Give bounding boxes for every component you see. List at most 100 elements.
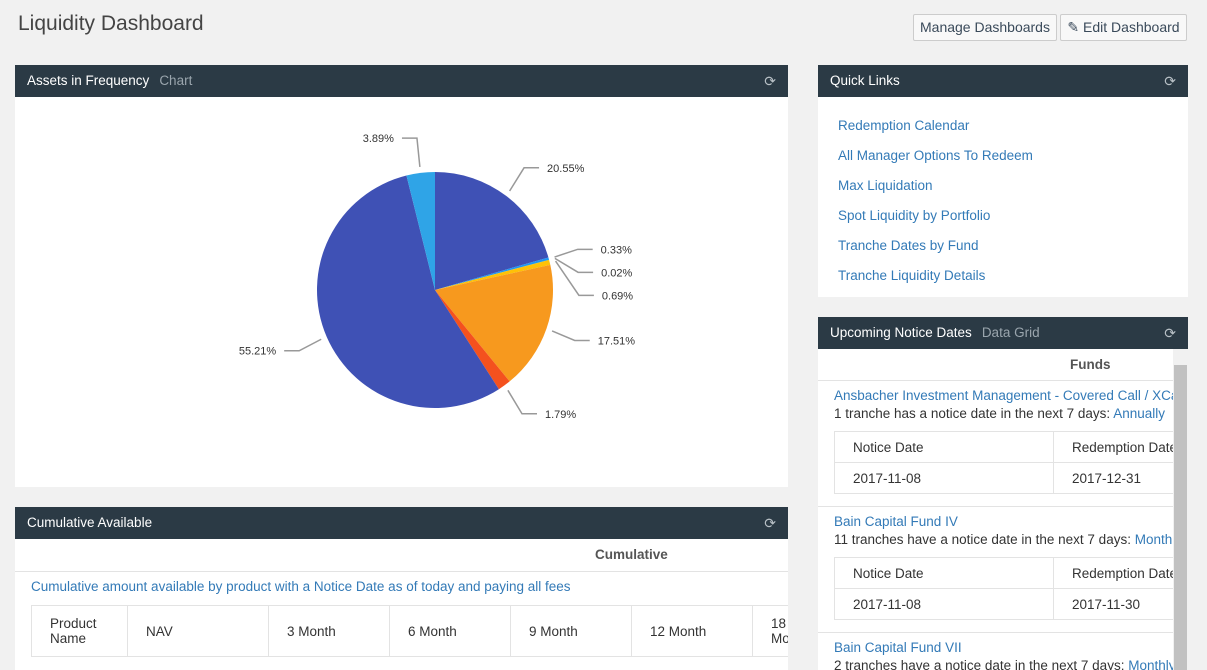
column-header: 6 Month [389,605,511,657]
label: Edit Dashboard [1083,19,1180,35]
pie-chart: 20.55% 0.33% 0.02% 0.69% 17.51% 1.79% 55.21% 3.… [239,133,636,421]
refresh[interactable]: ⟳ [1164,73,1176,89]
column-group: Cumulative [15,539,788,572]
pie-slice [435,259,550,290]
table-header: Redemption Date [1052,557,1173,589]
link-list: Redemption Calendar All Manager Options T… [818,97,1188,286]
quick-links-panel: Quick Links ⟳ Redemption Calendar All Mana… [818,65,1188,297]
notice-panel: Upcoming Notice Dates Data Grid ⟳ Funds An… [818,317,1188,670]
tranche-table: Notice Date Redemption Date 2017-11-08 2017… [834,431,1173,494]
data-label: 0.02% [601,267,632,279]
leader-line [401,137,421,168]
assets-panel: Assets in Frequency Chart ⟳ 20.55% 0.33% 0.0… [15,65,788,487]
quick-link[interactable]: Max Liquidation [838,178,933,193]
column-header: Funds [818,349,1173,381]
refresh[interactable]: ⟳ [764,73,776,89]
quick-link[interactable]: Tranche Dates by Fund [838,238,979,253]
data-label: 0.33% [601,244,632,256]
column-header: NAV [127,605,269,657]
fund-name: Ansbacher Investment Management - Covere… [818,381,1173,403]
data-label: 0.69% [602,290,633,302]
data-label: 20.55% [547,163,585,175]
column-header: Product Name [31,605,128,657]
data-row: 2017-11-08 2017-11-30 [834,588,1173,620]
quick-link[interactable]: All Manager Options To Redeem [838,148,1033,163]
notice-date: 2017-11-08 [834,588,1054,620]
data-row: 2017-11-08 2017-12-31 [834,462,1173,494]
panel-title: Cumulative Available [27,515,153,530]
header-row: Notice Date Redemption Date [834,557,1173,589]
pie-slice [435,264,553,382]
fund-link[interactable]: Bain Capital Fund IV [834,514,958,529]
data-label: 1.79% [545,409,576,421]
leader-line [554,260,594,297]
pie-slice [316,175,499,408]
fund-name: Bain Capital Fund IV [818,507,1173,529]
cumulative-panel: Cumulative Available ⟳ Cumulative Cumulat… [15,507,788,670]
column-header: 12 Month [631,605,753,657]
tranche-table: Notice Date Redemption Date 2017-11-08 2017… [834,557,1173,620]
data-label: 17.51% [598,335,636,347]
scrollbar[interactable] [1173,349,1188,670]
fund-entry: Ansbacher Investment Management - Covere… [818,381,1173,507]
frequency-link[interactable]: Monthly [1128,658,1173,670]
link[interactable]: Cumulative amount available by product w… [31,579,571,594]
quick-link[interactable]: Tranche Liquidity Details [838,268,986,283]
quick-link[interactable]: Redemption Calendar [838,118,970,133]
fund-link[interactable]: Ansbacher Investment Management - Covere… [834,388,1173,403]
panel-title: Assets in Frequency [27,73,150,88]
fund-summary: 11 tranches have a notice date in the ne… [818,529,1173,547]
pie-slice [406,172,435,290]
manage-button[interactable]: Manage Dashboards [913,14,1057,41]
summary-text: 1 tranche has a notice date in the next … [834,406,1111,421]
page-title: Liquidity Dashboard [18,12,204,35]
panel-header: Cumulative Available ⟳ [15,507,788,539]
pie-slice [435,172,549,290]
column-header: 3 Month [268,605,390,657]
fund-summary: 2 tranches have a notice date in the nex… [818,655,1173,670]
data-label: 3.89% [363,133,394,145]
fund-list: Ansbacher Investment Management - Covere… [818,381,1173,670]
redemption-date: 2017-11-30 [1052,588,1173,620]
table-header: Redemption Date [1052,431,1173,463]
fund-link[interactable]: Bain Capital Fund VII [834,640,962,655]
panel-subtitle: Chart [159,73,193,88]
cumulative-table: Product Name NAV 3 Month 6 Month 9 Month 12 M… [31,605,788,657]
pie-slice [435,257,550,290]
pie-slice [435,259,551,290]
notice-date: 2017-11-08 [834,462,1054,494]
frequency-link[interactable]: Annually [1113,406,1165,421]
table-header: Notice Date [834,557,1054,589]
summary-text: 2 tranches have a notice date in the nex… [834,658,1125,670]
panel-header: Upcoming Notice Dates Data Grid ⟳ [818,317,1188,349]
grid-body: Funds Ansbacher Investment Management - … [818,349,1173,670]
refresh[interactable]: ⟳ [1164,325,1176,341]
leader-line [554,257,594,274]
leader-line [554,248,593,258]
fund-summary: 1 tranche has a notice date in the next … [818,403,1173,421]
panel-header: Quick Links ⟳ [818,65,1188,97]
header-row: Product Name NAV 3 Month 6 Month 9 Month 12 M… [31,605,788,657]
panel-title: Upcoming Notice Dates [830,325,972,340]
data-label: 55.21% [239,346,277,358]
refresh[interactable]: ⟳ [764,515,776,531]
panel-subtitle: Data Grid [981,325,1040,340]
column-header: 9 Month [510,605,632,657]
leader-line [508,167,540,192]
table-header: Notice Date [834,431,1054,463]
leader-line [284,338,322,352]
column-header: 18 Month [752,605,788,657]
scroll-thumb[interactable] [1174,365,1187,670]
quick-link[interactable]: Spot Liquidity by Portfolio [838,208,991,223]
icon: ✎ [1067,19,1084,35]
edit-button[interactable]: ✎ Edit Dashboard [1060,14,1187,41]
pie-slice [435,290,510,390]
leader-line [551,330,590,342]
fund-entry: Bain Capital Fund VII 2 tranches have a n… [818,633,1173,670]
description-link[interactable]: Cumulative amount available by product w… [15,572,788,601]
leader-line [507,389,537,415]
header-row: Notice Date Redemption Date [834,431,1173,463]
panel-title: Quick Links [830,73,900,88]
frequency-link[interactable]: Monthly [1134,532,1173,547]
